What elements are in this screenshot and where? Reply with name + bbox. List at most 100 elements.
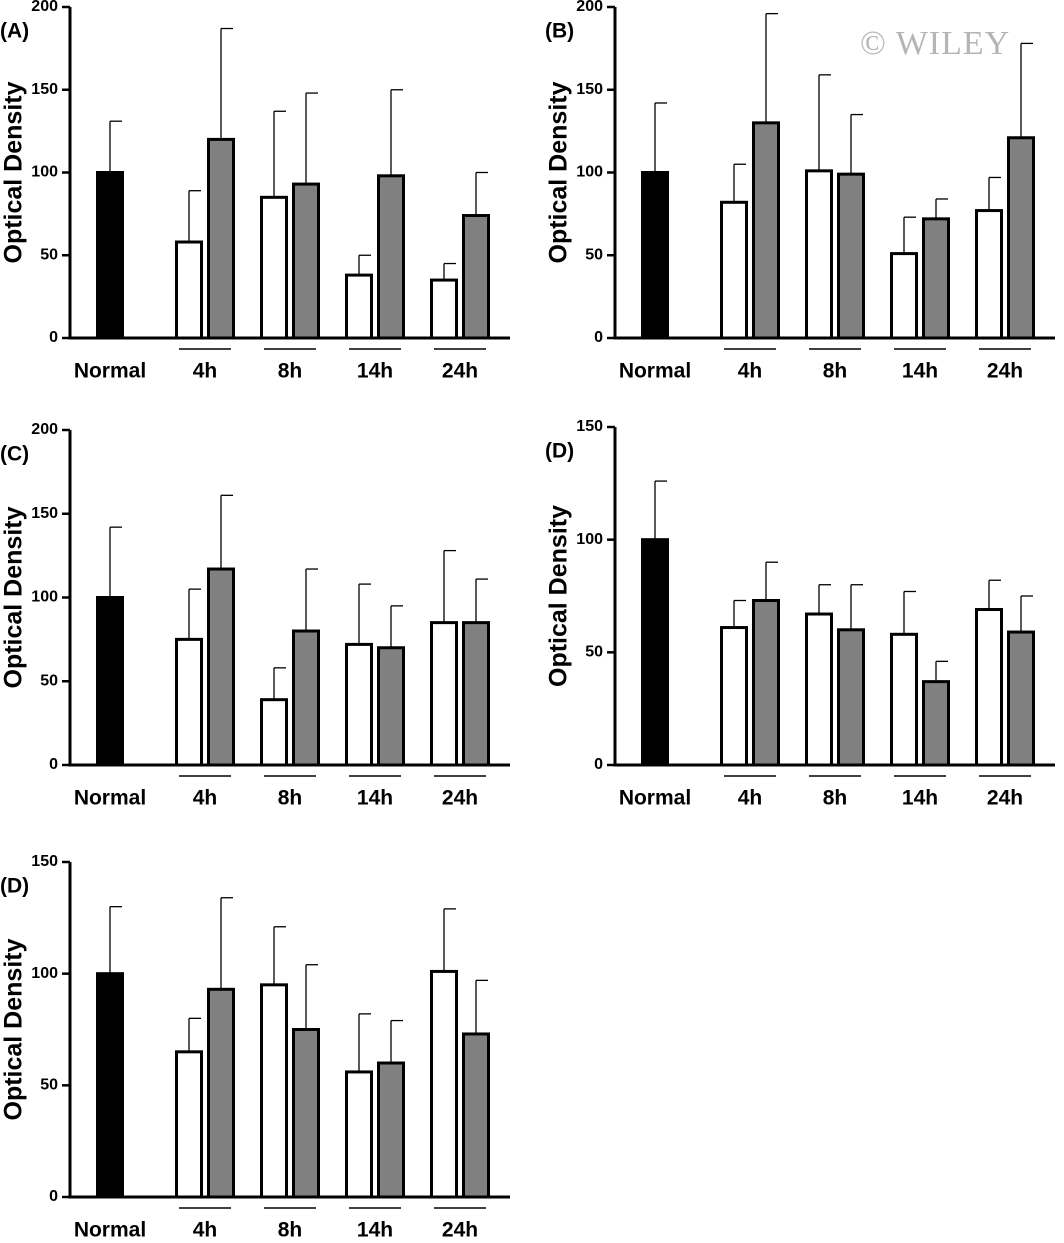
bar [922, 680, 950, 767]
y-tick-label: 0 [49, 329, 58, 346]
x-tick-label: 8h [823, 360, 848, 383]
bar [96, 972, 124, 1199]
x-tick-label: 14h [357, 787, 393, 810]
x-tick-label: 24h [987, 360, 1023, 383]
bar [805, 612, 833, 767]
panel: (B) Optical Density 0 50 100 150 200 Normal 4h 8h… [545, 0, 1055, 383]
y-tick-label: 100 [31, 164, 58, 181]
x-tick-label: 4h [193, 787, 218, 810]
panel-label: (D) [0, 875, 29, 898]
y-tick-label: 0 [49, 756, 58, 773]
bar [837, 172, 865, 340]
x-tick-label: Normal [619, 787, 691, 810]
y-tick-label: 100 [576, 164, 603, 181]
x-tick-label: 4h [738, 360, 763, 383]
bar [720, 200, 748, 340]
panel-label: (A) [0, 20, 29, 43]
bar [430, 621, 458, 767]
bar [292, 629, 320, 767]
y-tick-label: 150 [576, 418, 603, 435]
x-tick-label: 4h [193, 1219, 218, 1242]
y-tick-label: 0 [49, 1188, 58, 1205]
x-tick-label: 24h [442, 787, 478, 810]
x-tick-label: 8h [278, 360, 303, 383]
bar [462, 621, 490, 767]
panel: (D) Optical Density 0 50 100 150 Normal 4h 8h 14h… [545, 418, 1055, 810]
panel: (C) Optical Density 0 50 100 150 200 Normal 4h 8h… [0, 421, 510, 810]
bar [207, 567, 235, 767]
bar [260, 195, 288, 340]
bar [720, 626, 748, 767]
x-tick-label: 4h [738, 787, 763, 810]
panel-label: (D) [545, 440, 574, 463]
y-tick-label: 50 [40, 672, 58, 689]
x-tick-label: 4h [193, 360, 218, 383]
x-tick-label: 24h [987, 787, 1023, 810]
bar [377, 1061, 405, 1199]
y-axis-label: Optical Density [0, 81, 28, 263]
bar [641, 538, 669, 767]
y-tick-label: 150 [31, 505, 58, 522]
y-tick-label: 200 [576, 0, 603, 15]
x-tick-label: 8h [278, 1219, 303, 1242]
x-tick-label: Normal [74, 787, 146, 810]
bar [430, 278, 458, 340]
bar [345, 1070, 373, 1199]
bar [96, 171, 124, 340]
x-tick-label: 14h [902, 360, 938, 383]
bar [1007, 630, 1035, 767]
bar [462, 1032, 490, 1199]
bar [292, 182, 320, 340]
y-tick-label: 150 [576, 81, 603, 98]
panel-label: (B) [545, 20, 574, 43]
bar [1007, 136, 1035, 340]
bar [175, 637, 203, 767]
y-tick-label: 50 [40, 1077, 58, 1094]
bar [890, 632, 918, 767]
y-tick-label: 0 [594, 329, 603, 346]
y-tick-label: 0 [594, 756, 603, 773]
bar [175, 240, 203, 340]
bar [377, 646, 405, 767]
panel: (A) Optical Density 0 50 100 150 200 Normal 4h 8h… [0, 0, 510, 383]
y-tick-label: 200 [31, 421, 58, 438]
x-tick-label: Normal [619, 360, 691, 383]
y-tick-label: 100 [576, 531, 603, 548]
bar [207, 987, 235, 1199]
y-tick-label: 50 [585, 644, 603, 661]
bar [975, 209, 1003, 340]
x-tick-label: 24h [442, 360, 478, 383]
x-tick-label: 8h [823, 787, 848, 810]
x-tick-label: Normal [74, 360, 146, 383]
y-axis-label: Optical Density [545, 81, 573, 263]
bar [345, 642, 373, 767]
bar [752, 599, 780, 767]
x-tick-label: 24h [442, 1219, 478, 1242]
watermark: © WILEY [860, 25, 1010, 62]
bar [890, 252, 918, 340]
bar [975, 608, 1003, 767]
y-tick-label: 150 [31, 81, 58, 98]
bar [292, 1028, 320, 1199]
y-tick-label: 100 [31, 965, 58, 982]
x-tick-label: 8h [278, 787, 303, 810]
y-axis-label: Optical Density [545, 505, 573, 687]
x-tick-label: 14h [902, 787, 938, 810]
y-tick-label: 150 [31, 853, 58, 870]
bar [175, 1050, 203, 1199]
bar [260, 698, 288, 767]
bar [752, 121, 780, 340]
bar [345, 273, 373, 340]
y-tick-label: 50 [585, 246, 603, 263]
x-tick-label: 14h [357, 360, 393, 383]
bar [96, 596, 124, 767]
y-tick-label: 200 [31, 0, 58, 15]
bar [641, 171, 669, 340]
bar [377, 174, 405, 340]
bar [837, 628, 865, 767]
bar [260, 983, 288, 1199]
bar [922, 217, 950, 340]
bar [430, 969, 458, 1199]
y-tick-label: 50 [40, 246, 58, 263]
